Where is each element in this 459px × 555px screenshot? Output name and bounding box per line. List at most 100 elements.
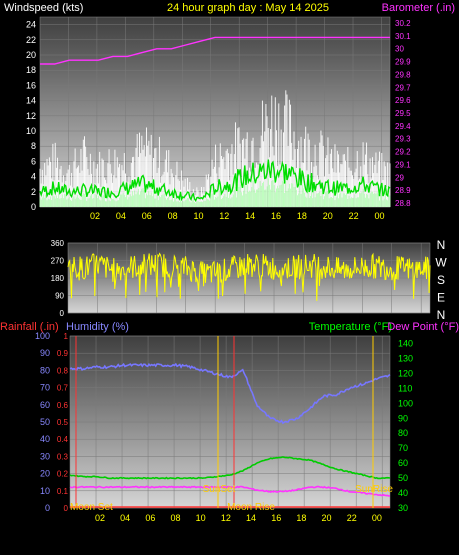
temp-panel-grid — [70, 335, 390, 509]
time-label: 22 — [347, 513, 357, 523]
windspeed-tick-label: 4 — [31, 172, 36, 182]
time-label: 14 — [246, 513, 256, 523]
temperature-tick-label: 120 — [398, 368, 413, 378]
compass-label: S — [437, 273, 445, 287]
time-axis-labels-top: 02 04 06 08 10 12 14 16 18 20 22 00 — [90, 211, 384, 221]
humidity-tick-label: 60 — [40, 400, 50, 410]
barometer-axis-ticks: 28.8 28.9 29 29.1 29.2 29.3 29.4 29.5 29.6 29.7 29… — [395, 19, 411, 208]
moon-rise-label: Moon Rise — [227, 502, 275, 513]
windspeed-tick-label: 0 — [31, 202, 36, 212]
humidity-tick-label: 30 — [40, 451, 50, 461]
compass-label: E — [437, 291, 445, 305]
chart-title: 24 hour graph day : May 14 2025 — [167, 2, 329, 14]
compass-label: N — [437, 238, 446, 252]
temperature-axis-ticks: 30 40 50 60 70 80 90 100 110 120 130 140 — [398, 338, 413, 513]
temperature-tick-label: 110 — [398, 383, 412, 393]
rainfall-axis-ticks: 0 0.1 0.2 0.3 0.4 0.5 0.6 0.7 0.8 0.9 1 — [57, 332, 69, 513]
sunrise-label: SunRise — [355, 484, 393, 495]
direction-tick-label: 180 — [51, 274, 65, 283]
wind-direction-line — [67, 252, 431, 301]
rainfall-tick-label: 0.3 — [57, 452, 69, 461]
wind-average-line — [39, 159, 391, 203]
barometer-tick-label: 29.2 — [395, 148, 411, 157]
humidity-axis-title: Humidity (%) — [66, 321, 129, 333]
humidity-tick-label: 100 — [35, 331, 50, 341]
dewpoint-axis-title: Dew Point (°F) — [387, 321, 459, 333]
time-label: 02 — [95, 513, 105, 523]
barometer-tick-label: 30 — [395, 45, 404, 54]
barometer-tick-label: 29 — [395, 173, 404, 182]
rainfall-tick-label: 0.4 — [57, 435, 69, 444]
rainfall-tick-label: 0.5 — [57, 418, 69, 427]
temperature-tick-label: 80 — [398, 428, 408, 438]
windspeed-tick-label: 18 — [26, 65, 36, 75]
time-label: 14 — [245, 211, 255, 221]
rainfall-tick-label: 0.2 — [57, 470, 69, 479]
temperature-tick-label: 90 — [398, 413, 408, 423]
time-label: 18 — [296, 513, 306, 523]
temperature-tick-label: 140 — [398, 338, 413, 348]
time-label: 12 — [219, 211, 229, 221]
compass-label: W — [435, 256, 447, 270]
dewpoint-line — [69, 485, 390, 497]
temperature-tick-label: 70 — [398, 443, 408, 453]
direction-tick-label: 360 — [51, 239, 65, 248]
time-label: 16 — [271, 211, 281, 221]
time-label: 12 — [221, 513, 231, 523]
time-label: 22 — [349, 211, 359, 221]
temperature-tick-label: 60 — [398, 458, 408, 468]
temperature-line — [69, 456, 391, 480]
time-label: 08 — [168, 211, 178, 221]
rainfall-tick-label: 0.1 — [57, 487, 69, 496]
moon-set-label: Moon Set — [70, 502, 113, 513]
time-label: 18 — [297, 211, 307, 221]
rainfall-axis-title: Rainfall (.in) — [0, 321, 59, 333]
direction-tick-label: 0 — [60, 309, 65, 318]
compass-label: N — [437, 308, 446, 322]
windspeed-axis-title: Windspeed (kts) — [4, 2, 83, 14]
windspeed-tick-label: 12 — [26, 111, 36, 121]
rainfall-tick-label: 1 — [64, 332, 69, 341]
direction-tick-label: 270 — [51, 257, 65, 266]
humidity-tick-label: 70 — [40, 383, 50, 393]
time-label: 10 — [193, 211, 203, 221]
humidity-tick-label: 80 — [40, 365, 50, 375]
sunset-label: SunSet — [203, 484, 236, 495]
barometer-tick-label: 29.9 — [395, 58, 411, 67]
temperature-tick-label: 130 — [398, 353, 413, 363]
time-label: 06 — [145, 513, 155, 523]
rainfall-tick-label: 0.7 — [57, 384, 69, 393]
windspeed-tick-label: 10 — [26, 126, 36, 136]
barometer-tick-label: 29.1 — [395, 160, 411, 169]
humidity-tick-label: 90 — [40, 348, 50, 358]
windspeed-tick-label: 22 — [26, 35, 36, 45]
windspeed-tick-label: 14 — [26, 96, 36, 106]
barometer-line — [40, 36, 390, 65]
barometer-axis-title: Barometer (.in) — [382, 2, 455, 14]
rainfall-tick-label: 0.9 — [57, 349, 69, 358]
temperature-tick-label: 50 — [398, 473, 408, 483]
humidity-tick-label: 10 — [40, 486, 50, 496]
barometer-tick-label: 30.1 — [395, 32, 411, 41]
time-label: 06 — [142, 211, 152, 221]
barometer-tick-label: 29.4 — [395, 122, 411, 131]
direction-axis-ticks: 0 90 180 270 360 — [51, 239, 65, 318]
time-axis-labels-bottom: 02 04 06 08 10 12 14 16 18 20 22 00 — [95, 513, 382, 523]
windspeed-tick-label: 6 — [31, 156, 36, 166]
barometer-tick-label: 29.5 — [395, 109, 411, 118]
temperature-tick-label: 100 — [398, 398, 413, 408]
time-label: 00 — [372, 513, 382, 523]
humidity-axis-ticks: 0 10 20 30 40 50 60 70 80 90 100 — [35, 331, 50, 513]
humidity-line — [69, 362, 391, 425]
direction-tick-label: 90 — [55, 292, 64, 301]
temperature-tick-label: 40 — [398, 488, 408, 498]
barometer-tick-label: 29.7 — [395, 83, 411, 92]
windspeed-tick-label: 20 — [26, 50, 36, 60]
barometer-tick-label: 28.9 — [395, 186, 411, 195]
temperature-axis-title: Temperature (°F) — [309, 321, 392, 333]
temperature-tick-label: 30 — [398, 503, 408, 513]
humidity-tick-label: 0 — [45, 503, 50, 513]
humidity-tick-label: 40 — [40, 434, 50, 444]
